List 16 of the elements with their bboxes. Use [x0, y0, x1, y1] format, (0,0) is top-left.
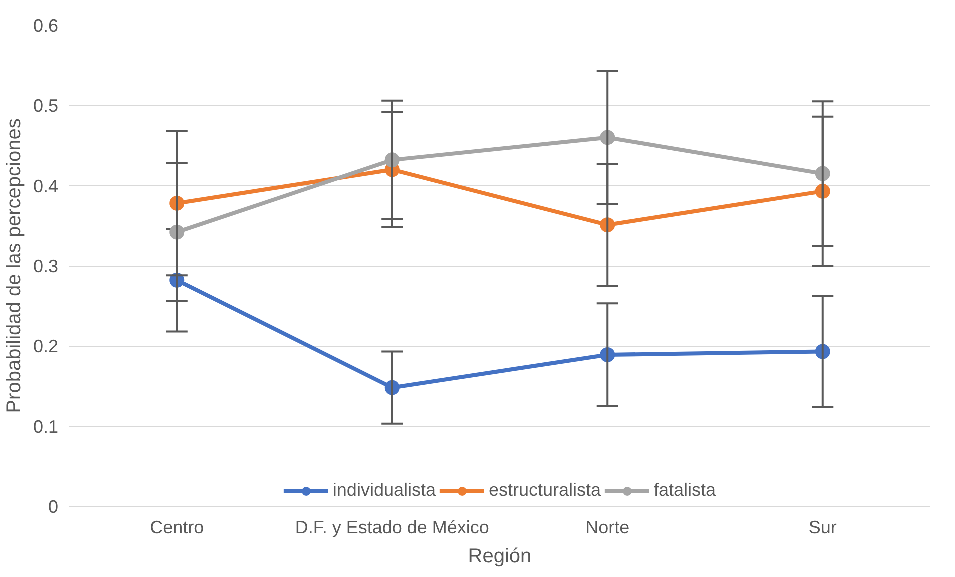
- legend-label: estructuralista: [488, 480, 602, 501]
- x-tick-label: Sur: [808, 518, 837, 538]
- x-tick-label: Centro: [150, 518, 204, 538]
- y-tick-label: 0.5: [33, 96, 59, 116]
- y-tick-label: 0: [48, 497, 59, 517]
- y-tick-label: 0.1: [33, 416, 59, 437]
- y-tick-label: 0.6: [33, 16, 59, 36]
- y-tick-label: 0.2: [33, 336, 59, 357]
- legend-label: individualista: [332, 480, 436, 501]
- y-tick-label: 0.4: [33, 176, 59, 196]
- x-tick-label: D.F. y Estado de México: [295, 518, 490, 538]
- x-axis-title: Región: [468, 546, 532, 568]
- legend-label: fatalista: [654, 480, 716, 501]
- y-tick-label: 0.3: [33, 256, 59, 276]
- x-tick-label: Norte: [586, 518, 630, 538]
- y-axis-title: Probabilidad de las percepciones: [3, 118, 26, 414]
